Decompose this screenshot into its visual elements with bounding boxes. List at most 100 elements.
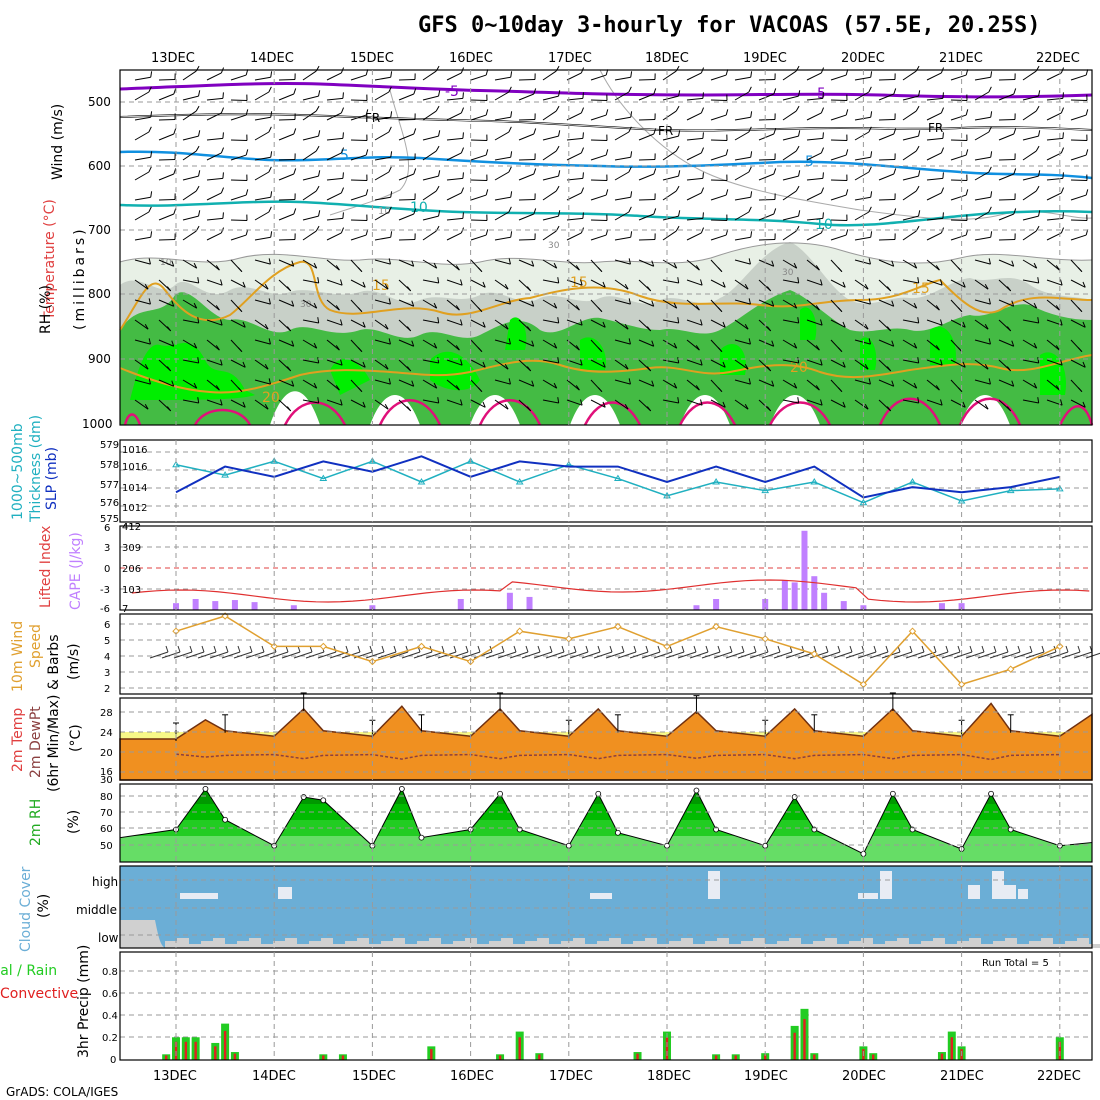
wind-barb-flag <box>870 151 873 158</box>
wind-barb <box>302 319 319 324</box>
wind-barb-flag <box>526 326 532 332</box>
wind-barb <box>614 156 631 161</box>
wind-barb <box>518 118 536 121</box>
wind-barb-flag <box>957 307 963 313</box>
surface-barb <box>1025 651 1045 659</box>
wind-barb-flag <box>390 111 393 118</box>
wind-barb <box>854 259 871 265</box>
wind-barb-flag <box>935 345 940 351</box>
wind-barb <box>206 319 223 326</box>
wind-barb-flag <box>582 132 584 139</box>
wind-barb <box>134 116 151 121</box>
wind-barb <box>662 259 677 269</box>
wind-barb-flag <box>771 300 775 307</box>
cloud-high-bar <box>1018 889 1028 899</box>
wind-barb-flag <box>820 279 823 286</box>
wind-barb <box>374 279 389 290</box>
wind-barb-flag <box>870 191 873 198</box>
wind-barb <box>902 135 919 141</box>
wind-barb <box>326 379 340 391</box>
wind-barb <box>902 339 917 349</box>
surface-barb <box>233 651 253 659</box>
date-15dec-top: 15DEC <box>350 51 394 66</box>
wind-barb-flag <box>815 385 820 391</box>
wind-barb <box>782 110 797 121</box>
wind-barb <box>470 74 487 81</box>
rh-tick-50: 50 <box>100 841 113 852</box>
date-22dec-bottom: 22DEC <box>1037 1069 1081 1084</box>
wind-barb <box>614 279 629 290</box>
cloud-low-bar <box>561 941 573 948</box>
wind-barb <box>182 70 197 81</box>
wind-barb <box>950 319 966 328</box>
wind-barb <box>686 192 702 201</box>
wind-barb <box>350 319 366 328</box>
data-point <box>761 486 770 494</box>
cloud-low-bar <box>381 941 393 948</box>
wind-barb-flag <box>435 145 440 152</box>
wind-barb <box>830 279 846 288</box>
surface-barb-flag <box>465 645 469 653</box>
date-22dec-top: 22DEC <box>1036 51 1080 66</box>
wind-barb-flag <box>893 88 897 95</box>
surface-barb-flag <box>249 645 253 653</box>
wind-barb-flag <box>942 212 944 219</box>
cloud-low-bar <box>825 938 837 948</box>
wind-barb <box>1046 259 1060 271</box>
wind-barb-flag <box>150 191 153 198</box>
label-10m-wind: 10m Wind <box>10 621 26 692</box>
wind-barb <box>230 139 248 142</box>
wind-barb <box>782 319 799 324</box>
wind-barb <box>638 78 656 81</box>
wind-tick-3: 3 <box>104 668 110 679</box>
wind-barb <box>470 154 487 161</box>
wind-barb <box>686 177 703 181</box>
wind-barb-flag <box>242 281 246 288</box>
cloud-low-bar <box>885 941 897 948</box>
wind-barb <box>566 177 583 181</box>
wind-barb-flag <box>717 347 723 353</box>
wind-barb-flag <box>315 145 320 152</box>
rh-tick-60: 60 <box>100 824 113 835</box>
wind-barb-flag <box>624 404 629 410</box>
wind-barb-flag <box>335 385 340 391</box>
wind-barb-flag <box>268 298 271 305</box>
wind-barb-flag <box>673 382 678 389</box>
wind-barb-flag <box>702 212 704 219</box>
wind-barb <box>326 359 343 366</box>
wind-barb <box>710 194 727 201</box>
wind-barb <box>542 319 559 324</box>
wind-barb <box>686 299 700 311</box>
data-point <box>368 457 377 464</box>
wind-barb <box>206 97 223 101</box>
date-16dec-top: 16DEC <box>449 51 493 66</box>
surface-barb <box>185 651 205 659</box>
surface-barb <box>689 651 709 659</box>
wind-barb <box>1022 359 1039 364</box>
label-fr-c: FR <box>928 121 943 135</box>
label-wind-units: (m/s) <box>66 643 82 680</box>
rh-point <box>320 797 327 804</box>
wind-barb <box>494 91 510 101</box>
wind-barb <box>374 359 389 370</box>
wind-barb <box>278 299 294 307</box>
cloud-low-bar <box>165 941 177 948</box>
wind-barb <box>926 259 940 271</box>
wind-barb-flag <box>913 302 918 309</box>
wind-barb-flag <box>362 361 366 368</box>
precip-convective-bar <box>940 1053 944 1060</box>
wind-barb <box>686 152 702 161</box>
surface-barb <box>833 651 853 659</box>
wind-barb <box>734 319 749 330</box>
wind-barb <box>326 177 343 181</box>
wind-barb <box>854 196 871 201</box>
surface-barb <box>377 651 397 659</box>
wind-barb-flag <box>630 71 633 78</box>
precip-convective-bar <box>194 1041 197 1060</box>
cloud-low-bar <box>453 941 465 948</box>
wind-barb <box>422 110 437 121</box>
wind-barb <box>230 279 246 288</box>
wind-barb-flag <box>702 172 704 179</box>
wind-barb <box>998 158 1016 161</box>
wind-barb-flag <box>673 302 678 309</box>
